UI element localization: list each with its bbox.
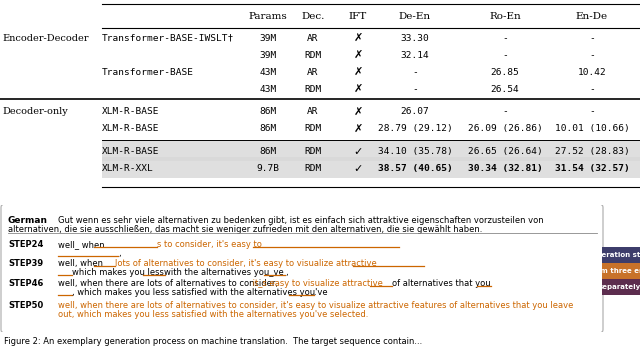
Text: -: -: [412, 85, 418, 94]
Text: well, when there are lots of alternatives to consider,: well, when there are lots of alternative…: [58, 279, 278, 288]
Text: 10.42: 10.42: [578, 68, 606, 77]
Text: RDM: RDM: [305, 147, 322, 156]
Text: ✗: ✗: [353, 50, 363, 60]
Text: well_ when: well_ when: [58, 240, 104, 249]
Text: -: -: [502, 51, 508, 60]
Text: Decoder-only: Decoder-only: [2, 107, 68, 117]
Text: STEP50: STEP50: [8, 301, 44, 310]
Text: ✓: ✓: [353, 146, 363, 157]
Text: Dec.: Dec.: [301, 13, 324, 21]
Text: ✗: ✗: [353, 124, 363, 134]
Text: Encoder-Decoder: Encoder-Decoder: [2, 34, 88, 43]
Text: 30.34 (32.81): 30.34 (32.81): [468, 164, 542, 173]
Text: 33.30: 33.30: [401, 34, 429, 43]
Text: ✗: ✗: [353, 84, 363, 94]
FancyBboxPatch shape: [602, 247, 640, 263]
Text: Figure 2: An exemplary generation process on machine translation.  The target se: Figure 2: An exemplary generation proces…: [4, 338, 422, 346]
Text: s to consider, it's easy to: s to consider, it's easy to: [157, 240, 262, 249]
Text: 28.79 (29.12): 28.79 (29.12): [378, 124, 452, 133]
Text: 26.65 (26.64): 26.65 (26.64): [468, 147, 542, 156]
Text: of alternatives that you: of alternatives that you: [392, 279, 490, 288]
Text: STEP39: STEP39: [8, 259, 43, 268]
Text: it_s easy to visualize attractive: it_s easy to visualize attractive: [250, 279, 383, 288]
Text: alternativen, die sie ausschließen, das macht sie weniger zufrieden mit den alte: alternativen, die sie ausschließen, das …: [8, 225, 483, 234]
Text: AR: AR: [307, 34, 319, 43]
Text: RDM: RDM: [305, 51, 322, 60]
Text: -: -: [502, 34, 508, 43]
FancyBboxPatch shape: [1, 204, 603, 333]
Text: RDM: RDM: [305, 164, 322, 173]
Text: ✗: ✗: [353, 33, 363, 43]
Text: AR: AR: [307, 68, 319, 77]
Text: STEP24: STEP24: [8, 240, 44, 249]
Text: 10.01 (10.66): 10.01 (10.66): [555, 124, 629, 133]
Text: XLM-R-BASE: XLM-R-BASE: [102, 124, 159, 133]
Text: -: -: [502, 107, 508, 117]
Bar: [102, 157, 640, 178]
Text: Ro-En: Ro-En: [489, 13, 521, 21]
Text: .: .: [314, 288, 316, 297]
Bar: [102, 140, 640, 161]
Text: RDM: RDM: [305, 124, 322, 133]
Text: 86M: 86M: [259, 147, 276, 156]
Text: which makes you less: which makes you less: [72, 268, 164, 277]
Text: IFT: IFT: [349, 13, 367, 21]
Text: 9.7B: 9.7B: [257, 164, 280, 173]
Text: ✗: ✗: [353, 107, 363, 117]
FancyBboxPatch shape: [602, 263, 640, 279]
Text: Generation starts: Generation starts: [586, 252, 640, 258]
Text: , which makes you less satisfied with the alternatives you've: , which makes you less satisfied with th…: [72, 288, 328, 297]
Text: De-En: De-En: [399, 13, 431, 21]
Text: AR: AR: [307, 107, 319, 117]
Text: 43M: 43M: [259, 85, 276, 94]
Text: lots of alternatives to consider, it's easy to visualize attractive: lots of alternatives to consider, it's e…: [115, 259, 376, 268]
Text: 26.54: 26.54: [491, 85, 520, 94]
Text: 86M: 86M: [259, 107, 276, 117]
Text: 38.57 (40.65): 38.57 (40.65): [378, 164, 452, 173]
Text: 26.07: 26.07: [401, 107, 429, 117]
Text: from three ends: from three ends: [589, 268, 640, 274]
Text: Params: Params: [248, 13, 287, 21]
Text: XLM-R-BASE: XLM-R-BASE: [102, 107, 159, 117]
Text: -: -: [412, 68, 418, 77]
Text: -: -: [589, 85, 595, 94]
Text: -: -: [589, 107, 595, 117]
Text: RDM: RDM: [305, 85, 322, 94]
Text: Gut wenn es sehr viele alternativen zu bedenken gibt, ist es einfach sich attrak: Gut wenn es sehr viele alternativen zu b…: [58, 216, 543, 225]
Text: 26.85: 26.85: [491, 68, 520, 77]
Text: En-De: En-De: [576, 13, 608, 21]
Text: 86M: 86M: [259, 124, 276, 133]
Text: with the alternatives you_ve: with the alternatives you_ve: [164, 268, 284, 277]
Text: German: German: [8, 216, 48, 225]
Text: 39M: 39M: [259, 51, 276, 60]
Text: -: -: [589, 34, 595, 43]
FancyBboxPatch shape: [602, 279, 640, 295]
Text: 39M: 39M: [259, 34, 276, 43]
Text: well, when: well, when: [58, 259, 103, 268]
Text: 26.09 (26.86): 26.09 (26.86): [468, 124, 542, 133]
Text: separately.: separately.: [599, 284, 640, 290]
Text: ✗: ✗: [353, 67, 363, 77]
Text: Transformer-BASE-IWSLT†: Transformer-BASE-IWSLT†: [102, 34, 234, 43]
Text: out, which makes you less satisfied with the alternatives you've selected.: out, which makes you less satisfied with…: [58, 310, 369, 319]
Text: 27.52 (28.83): 27.52 (28.83): [555, 147, 629, 156]
Text: 34.10 (35.78): 34.10 (35.78): [378, 147, 452, 156]
Text: -: -: [589, 51, 595, 60]
Text: XLM-R-XXL: XLM-R-XXL: [102, 164, 154, 173]
Text: 32.14: 32.14: [401, 51, 429, 60]
Text: ,: ,: [285, 268, 288, 277]
Text: 43M: 43M: [259, 68, 276, 77]
Text: STEP46: STEP46: [8, 279, 44, 288]
Text: well, when there are lots of alternatives to consider, it's easy to visualize at: well, when there are lots of alternative…: [58, 301, 573, 310]
Text: ,: ,: [118, 249, 121, 258]
Text: XLM-R-BASE: XLM-R-BASE: [102, 147, 159, 156]
Text: 31.54 (32.57): 31.54 (32.57): [555, 164, 629, 173]
Text: ✓: ✓: [353, 164, 363, 173]
Text: Transformer-BASE: Transformer-BASE: [102, 68, 194, 77]
